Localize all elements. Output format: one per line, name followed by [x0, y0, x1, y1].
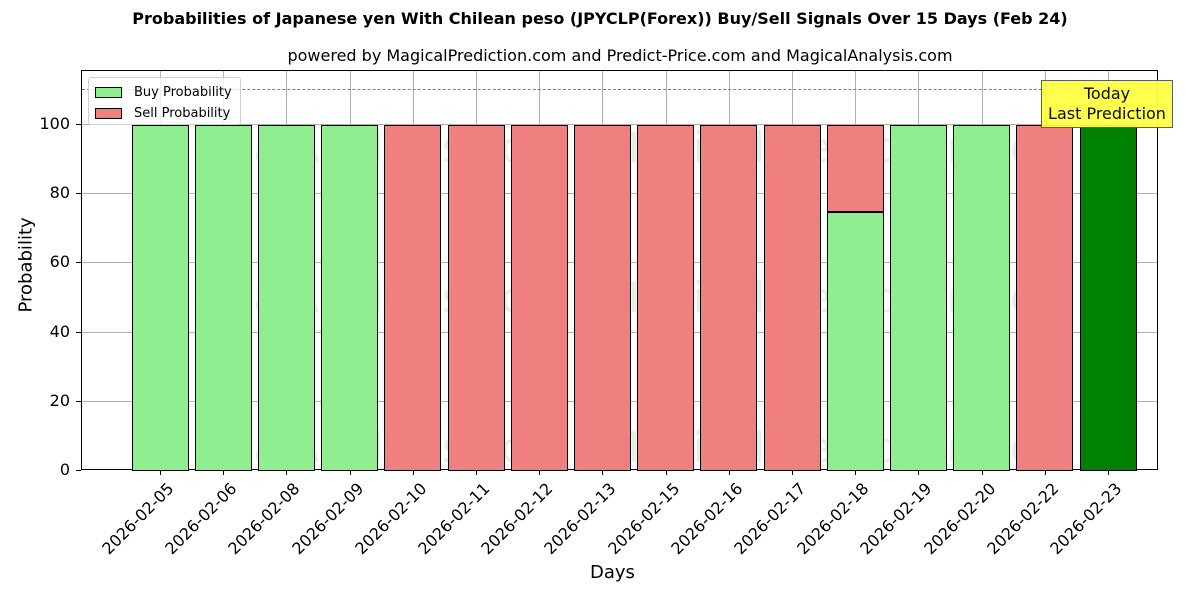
bar-buy-today [1080, 125, 1137, 471]
x-tick [160, 470, 161, 475]
bar-buy [321, 125, 378, 471]
legend: Buy Probability Sell Probability [88, 77, 241, 125]
y-tick [76, 124, 81, 125]
x-tick [918, 470, 919, 475]
y-tick [76, 193, 81, 195]
y-tick [76, 470, 81, 471]
bar-buy [195, 125, 252, 471]
legend-item-sell: Sell Probability [95, 105, 230, 121]
bar-sell [700, 125, 757, 471]
bar-buy [890, 125, 947, 471]
bar-buy [953, 125, 1010, 471]
x-tick [1045, 470, 1046, 475]
legend-swatch-buy [95, 86, 122, 98]
bar-sell [1016, 125, 1073, 471]
bar-sell [448, 125, 505, 471]
x-tick [729, 470, 730, 475]
y-axis-title: Probability [15, 217, 37, 313]
x-axis-title: Days [590, 562, 635, 583]
x-tick [792, 470, 793, 475]
legend-label-sell: Sell Probability [134, 105, 231, 121]
bar-sell [764, 125, 821, 471]
x-tick [539, 470, 540, 475]
bar-sell [637, 125, 694, 471]
x-tick [413, 470, 414, 475]
chart-subtitle: powered by MagicalPrediction.com and Pre… [287, 46, 953, 65]
today-annotation: Today Last Prediction [1041, 80, 1173, 128]
x-tick [855, 470, 856, 475]
y-tick-label: 40 [49, 321, 70, 341]
y-tick-label: 20 [49, 390, 70, 410]
y-tick-label: 80 [49, 183, 70, 203]
y-tick [76, 262, 81, 264]
reference-line-110 [82, 89, 1157, 91]
x-tick [1108, 470, 1109, 475]
legend-item-buy: Buy Probability [95, 84, 232, 100]
y-tick [76, 400, 81, 402]
x-tick [666, 470, 667, 475]
x-tick [476, 470, 477, 475]
y-tick-label: 0 [59, 460, 70, 479]
x-tick [286, 470, 287, 475]
y-tick-label: 60 [49, 252, 70, 272]
x-tick [350, 470, 351, 475]
legend-swatch-sell [95, 107, 122, 119]
annotation-line-2: Last Prediction [1048, 104, 1166, 123]
bar-sell [574, 125, 631, 471]
bar-sell [827, 125, 884, 212]
y-tick [76, 331, 81, 333]
legend-label-buy: Buy Probability [134, 84, 232, 100]
bar-sell [384, 125, 441, 471]
annotation-line-1: Today [1083, 84, 1131, 103]
bar-sell [511, 125, 568, 471]
bar-buy [827, 211, 884, 471]
y-tick-label: 100 [39, 114, 70, 133]
plot-area: MagicalAnalysis.com MagicalPrediction.co… [39, 70, 1173, 558]
bar-buy [132, 125, 189, 471]
x-tick [223, 470, 224, 475]
x-tick [602, 470, 603, 475]
chart-title: Probabilities of Japanese yen With Chile… [132, 9, 1068, 28]
grid-line-horizontal [82, 124, 1157, 125]
bar-buy [258, 125, 315, 471]
x-tick [982, 470, 983, 475]
